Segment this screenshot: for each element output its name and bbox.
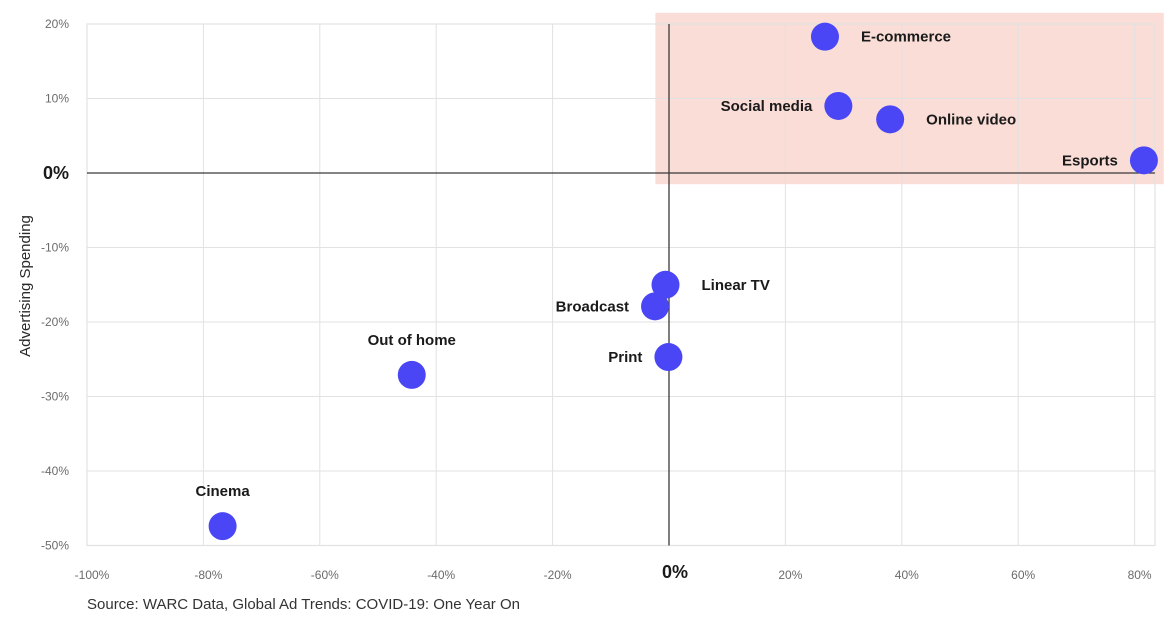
data-point-label: Esports — [1062, 152, 1118, 169]
data-point-group: E-commerce — [810, 22, 951, 51]
x-tick-label: -60% — [311, 568, 339, 582]
data-point[interactable] — [654, 343, 683, 372]
data-point-label: Out of home — [368, 332, 456, 349]
plot-frame — [86, 23, 1156, 547]
data-point[interactable] — [876, 105, 905, 134]
y-tick-label: -10% — [41, 241, 69, 255]
data-point[interactable] — [641, 292, 670, 321]
y-tick-label: -30% — [41, 390, 69, 404]
y-tick-label: -50% — [41, 539, 69, 553]
data-point-group: Linear TV — [651, 270, 770, 299]
data-point-group: Esports — [1062, 146, 1158, 175]
data-point-label: Broadcast — [556, 298, 629, 315]
x-tick-label: 0% — [662, 562, 688, 582]
x-tick-label: 60% — [1011, 568, 1035, 582]
data-point-group: Cinema — [196, 483, 251, 541]
data-point[interactable] — [397, 360, 426, 389]
x-tick-labels: -100% -80% -60% -40% -20% 0% 20% 40% 60% 80% — [75, 562, 1152, 582]
data-point-group: Out of home — [368, 332, 456, 389]
data-points: E-commerce Social media Online video Esport… — [196, 22, 1158, 541]
data-point-label: Print — [608, 349, 642, 366]
y-axis-title: Advertising Spending — [17, 215, 34, 357]
x-tick-label: 80% — [1128, 568, 1152, 582]
data-point[interactable] — [208, 512, 237, 541]
data-point[interactable] — [651, 270, 680, 299]
y-tick-label: 0% — [43, 163, 69, 183]
data-point-label: Social media — [721, 98, 813, 115]
x-tick-label: -40% — [427, 568, 455, 582]
x-tick-label: 40% — [895, 568, 919, 582]
data-point[interactable] — [824, 91, 853, 120]
data-point[interactable] — [810, 22, 839, 51]
x-tick-label: -20% — [544, 568, 572, 582]
y-tick-labels: 20% 10% 0% -10% -20% -30% -40% -50% — [41, 17, 69, 553]
y-tick-label: 10% — [45, 92, 69, 106]
data-point-group: Broadcast — [556, 292, 670, 321]
data-point-label: Linear TV — [702, 277, 770, 294]
data-point-group: Print — [608, 343, 683, 372]
x-tick-label: 20% — [778, 568, 802, 582]
y-tick-label: 20% — [45, 17, 69, 31]
data-point-label: Cinema — [196, 483, 251, 500]
y-tick-label: -20% — [41, 315, 69, 329]
data-point-label: Online video — [926, 111, 1016, 128]
data-point-group: Online video — [876, 105, 1016, 134]
data-point[interactable] — [1129, 146, 1158, 175]
x-tick-label: -100% — [75, 568, 110, 582]
x-tick-label: -80% — [194, 568, 222, 582]
gridlines — [87, 24, 1155, 546]
source-note: Source: WARC Data, Global Ad Trends: COV… — [87, 596, 520, 613]
y-tick-label: -40% — [41, 464, 69, 478]
data-point-label: E-commerce — [861, 29, 951, 46]
data-point-group: Social media — [721, 91, 853, 120]
